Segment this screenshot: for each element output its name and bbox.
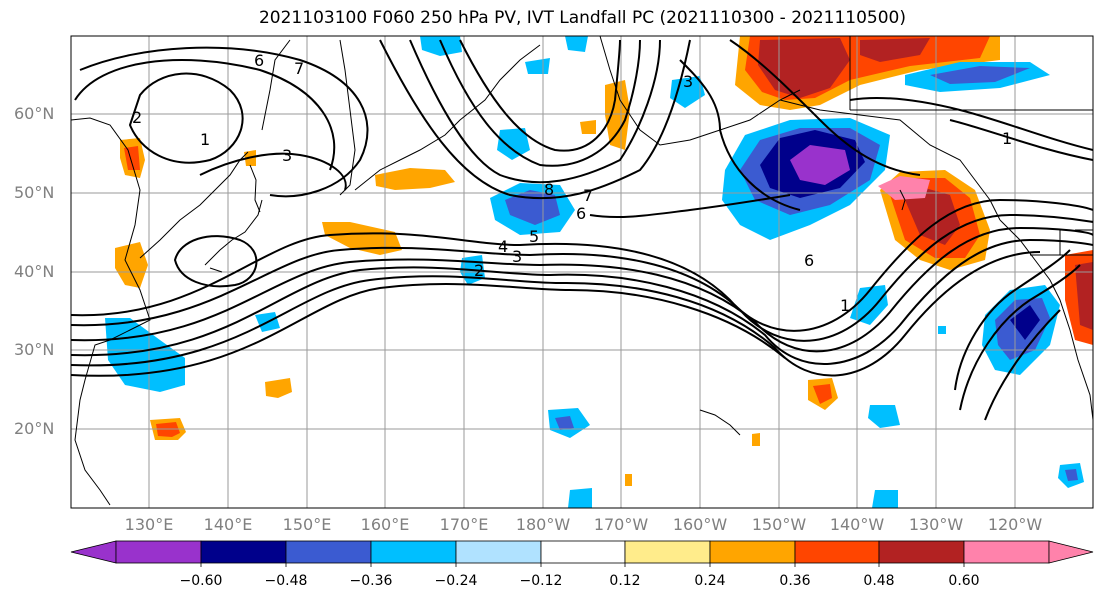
contour-label: 1: [840, 296, 850, 315]
lon-label: 120°W: [987, 515, 1043, 534]
colorbar-tick-label: 0.24: [694, 573, 726, 589]
contour-label: 3: [683, 72, 693, 91]
colorbar-tick-label: −0.24: [434, 573, 478, 589]
colorbar-tick-label: −0.48: [264, 573, 308, 589]
contour-label: 3: [512, 247, 522, 266]
contour-label: 7: [294, 59, 304, 78]
contour-label: 1: [200, 130, 210, 149]
contour-labels: 6 7 2 1 3 8 7 6 5 4 3 2 6 1 1 3: [132, 51, 1012, 315]
colorbar-tick-label: −0.60: [179, 573, 223, 589]
colorbar-tick-label: 0.12: [609, 573, 641, 589]
lon-label: 160°E: [360, 515, 410, 534]
colorbar-extend-min: [70, 540, 117, 564]
contour-label: 1: [1002, 129, 1012, 148]
lat-label: 20°N: [14, 419, 55, 438]
contour-label: 6: [254, 51, 264, 70]
ivt-contours: [71, 39, 1093, 421]
colorbar-tick-label: 0.60: [948, 573, 980, 589]
lat-label: 40°N: [14, 262, 55, 281]
colorbar-tick-label: −0.36: [349, 573, 393, 589]
contour-label: 7: [583, 186, 593, 205]
map-gridlines: [71, 36, 1093, 508]
lon-label: 170°W: [593, 515, 649, 534]
lon-label: 180°W: [515, 515, 571, 534]
lon-label: 150°E: [282, 515, 332, 534]
contour-label: 2: [132, 108, 142, 127]
map-frame: [70, 35, 1094, 509]
colorbar-extend-max: [1048, 540, 1094, 564]
lon-label: 140°E: [203, 515, 253, 534]
lon-label: 130°W: [908, 515, 964, 534]
colorbar: [70, 540, 1094, 567]
colorbar-tick-label: 0.48: [863, 573, 895, 589]
contour-label: 8: [544, 180, 554, 199]
contour-label: 6: [804, 251, 814, 270]
colorbar-tick-label: 0.36: [779, 573, 811, 589]
coastlines: [71, 36, 1093, 506]
contour-label: 4: [498, 237, 508, 256]
contour-label: 5: [529, 227, 539, 246]
lat-label: 50°N: [14, 183, 55, 202]
lon-label: 170°E: [439, 515, 489, 534]
lon-label: 130°E: [124, 515, 174, 534]
lat-label: 60°N: [14, 104, 55, 123]
colorbar-tick-label: −0.12: [519, 573, 563, 589]
lon-label: 140°W: [829, 515, 885, 534]
lat-label: 30°N: [14, 340, 55, 359]
lon-label: 160°W: [672, 515, 728, 534]
contour-label: 6: [576, 204, 586, 223]
figure-title: 2021103100 F060 250 hPa PV, IVT Landfall…: [258, 8, 906, 28]
lon-label: 150°W: [751, 515, 807, 534]
contour-label: 2: [474, 261, 484, 280]
contour-label: 3: [282, 146, 292, 165]
